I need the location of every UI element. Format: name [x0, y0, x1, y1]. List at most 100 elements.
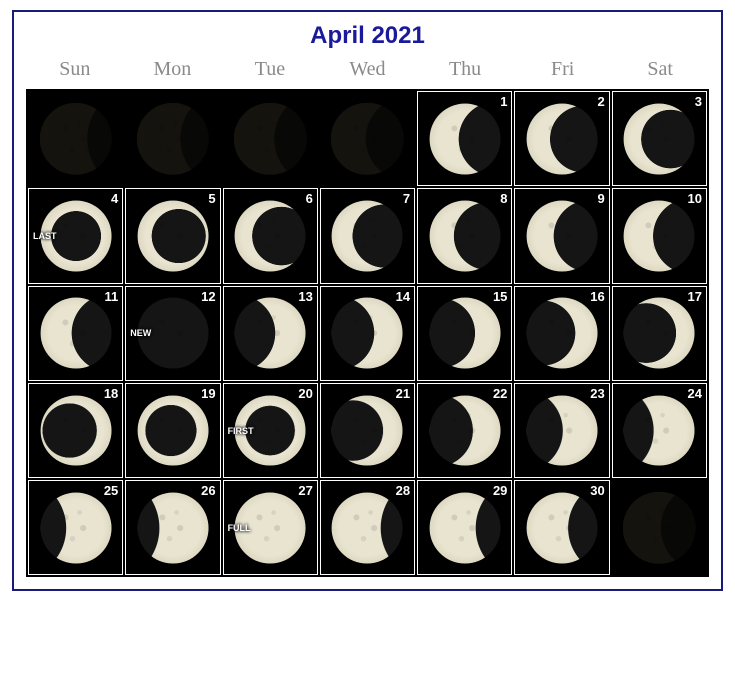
moon-phase-icon — [527, 395, 598, 466]
day-number: 21 — [396, 386, 410, 401]
moon-phase-icon — [527, 200, 598, 271]
day-header: Thu — [416, 58, 514, 81]
moon-phase-icon — [137, 395, 208, 466]
day-cell: 5 — [125, 188, 220, 283]
day-number: 9 — [597, 191, 604, 206]
day-number: 28 — [396, 483, 410, 498]
day-cell: 8 — [417, 188, 512, 283]
day-cell: 1 — [417, 91, 512, 186]
moon-phase-icon — [234, 102, 306, 174]
adjacent-month-cell — [320, 91, 415, 186]
day-cell: 9 — [514, 188, 609, 283]
calendar-frame: April 2021 Sun Mon Tue Wed Thu Fri Sat 1… — [12, 10, 723, 591]
moon-phase-icon — [40, 395, 111, 466]
adjacent-month-cell — [28, 91, 123, 186]
moon-phase-icon — [332, 395, 403, 466]
phase-badge: FIRST — [228, 426, 254, 436]
day-cell: 13 — [223, 286, 318, 381]
day-number: 1 — [500, 94, 507, 109]
moon-phase-icon — [429, 298, 500, 369]
moon-phase-icon — [235, 298, 306, 369]
day-cell: 6 — [223, 188, 318, 283]
day-number: 5 — [208, 191, 215, 206]
day-number: 17 — [688, 289, 702, 304]
day-number: 23 — [590, 386, 604, 401]
moon-phase-icon — [429, 395, 500, 466]
moon-phase-icon — [332, 298, 403, 369]
day-header: Mon — [124, 58, 222, 81]
day-number: 26 — [201, 483, 215, 498]
moon-phase-icon — [137, 200, 208, 271]
moon-phase-icon — [40, 492, 111, 563]
day-cell: 2 — [514, 91, 609, 186]
day-cell: 21 — [320, 383, 415, 478]
day-cell: 17 — [612, 286, 707, 381]
moon-phase-icon — [332, 200, 403, 271]
day-cell: 26 — [125, 480, 220, 575]
day-number: 6 — [306, 191, 313, 206]
day-header: Tue — [221, 58, 319, 81]
moon-phase-icon — [137, 102, 209, 174]
day-cell: 24 — [612, 383, 707, 478]
moon-phase-icon — [624, 103, 695, 174]
calendar-grid: 1234LAST56789101112NEW1314151617181920FI… — [26, 89, 709, 577]
day-number: 18 — [104, 386, 118, 401]
moon-phase-icon — [137, 492, 208, 563]
day-number: 10 — [688, 191, 702, 206]
moon-phase-icon — [624, 395, 695, 466]
day-number: 22 — [493, 386, 507, 401]
day-number: 24 — [688, 386, 702, 401]
day-number: 16 — [590, 289, 604, 304]
day-cell: 3 — [612, 91, 707, 186]
day-number: 13 — [298, 289, 312, 304]
moon-phase-icon — [235, 200, 306, 271]
day-cell: 12 NEW — [125, 286, 220, 381]
day-header: Fri — [514, 58, 612, 81]
day-number: 7 — [403, 191, 410, 206]
phase-badge: LAST — [33, 231, 57, 241]
day-header: Sun — [26, 58, 124, 81]
day-number: 27 — [298, 483, 312, 498]
moon-phase-icon — [527, 103, 598, 174]
phase-badge: FULL — [228, 523, 251, 533]
adjacent-month-cell — [612, 480, 707, 575]
day-number: 12 — [201, 289, 215, 304]
day-number: 3 — [695, 94, 702, 109]
day-cell: 25 — [28, 480, 123, 575]
day-cell: 27 FULL — [223, 480, 318, 575]
moon-phase-icon — [39, 102, 111, 174]
day-cell: 19 — [125, 383, 220, 478]
day-number: 19 — [201, 386, 215, 401]
moon-phase-icon — [624, 298, 695, 369]
day-number: 14 — [396, 289, 410, 304]
day-number: 2 — [597, 94, 604, 109]
day-cell: 16 — [514, 286, 609, 381]
day-cell: 22 — [417, 383, 512, 478]
calendar-title: April 2021 — [26, 22, 709, 50]
day-cell: 10 — [612, 188, 707, 283]
moon-phase-icon — [624, 200, 695, 271]
day-cell: 14 — [320, 286, 415, 381]
day-header: Wed — [319, 58, 417, 81]
phase-badge: NEW — [130, 328, 151, 338]
moon-phase-icon — [623, 492, 695, 564]
day-number: 20 — [298, 386, 312, 401]
day-cell: 18 — [28, 383, 123, 478]
day-cell: 7 — [320, 188, 415, 283]
moon-phase-icon — [429, 200, 500, 271]
day-header-row: Sun Mon Tue Wed Thu Fri Sat — [26, 58, 709, 81]
adjacent-month-cell — [223, 91, 318, 186]
day-cell: 23 — [514, 383, 609, 478]
adjacent-month-cell — [125, 91, 220, 186]
moon-phase-icon — [429, 103, 500, 174]
day-number: 30 — [590, 483, 604, 498]
day-number: 4 — [111, 191, 118, 206]
day-cell: 30 — [514, 480, 609, 575]
day-number: 15 — [493, 289, 507, 304]
day-header: Sat — [611, 58, 709, 81]
day-cell: 29 — [417, 480, 512, 575]
moon-phase-icon — [40, 298, 111, 369]
day-cell: 11 — [28, 286, 123, 381]
day-cell: 20 FIRST — [223, 383, 318, 478]
day-number: 25 — [104, 483, 118, 498]
